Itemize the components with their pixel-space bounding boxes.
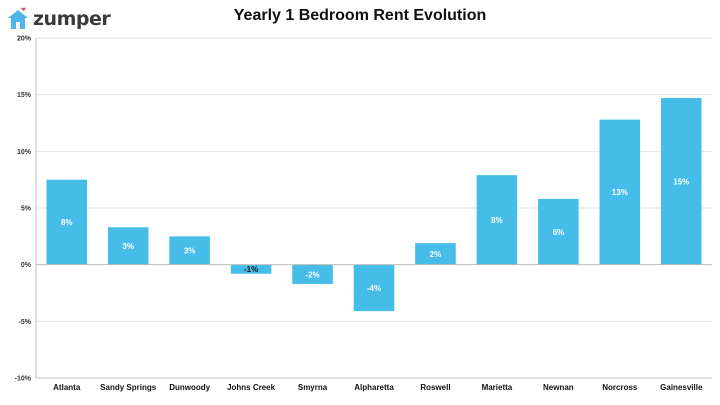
bar xyxy=(230,264,272,274)
data-label: -4% xyxy=(367,284,381,293)
y-tick-label: 0% xyxy=(21,262,32,269)
y-tick-label: -5% xyxy=(19,319,32,326)
y-tick-label: 5% xyxy=(21,206,32,213)
bar xyxy=(169,236,210,265)
bar xyxy=(107,227,149,265)
bar xyxy=(415,243,456,265)
data-label: -1% xyxy=(244,265,258,274)
category-label: Smyrna xyxy=(298,383,328,392)
data-label: -2% xyxy=(305,270,319,279)
y-tick-label: 15% xyxy=(17,92,32,99)
chart-title: Yearly 1 Bedroom Rent Evolution xyxy=(233,7,487,24)
category-label: Alpharetta xyxy=(354,383,394,392)
bar xyxy=(660,98,702,265)
data-label: 3% xyxy=(184,247,196,256)
data-label: 8% xyxy=(491,216,503,225)
bar xyxy=(599,119,641,265)
data-label: 6% xyxy=(553,228,565,237)
category-label: Norcross xyxy=(602,383,638,392)
category-label: Dunwoody xyxy=(169,383,210,392)
gridlines xyxy=(36,37,712,379)
data-label: 3% xyxy=(122,242,134,251)
labels: -10% -5% 0% 5% 10% 15% 20% 8% Atlanta 3% Sandy Spr… xyxy=(15,36,703,393)
data-label: 2% xyxy=(430,250,442,259)
house-heart-icon xyxy=(8,7,28,29)
data-label: 13% xyxy=(612,188,628,197)
bar xyxy=(46,179,88,265)
y-tick-label: -10% xyxy=(15,376,32,383)
bars xyxy=(46,98,702,312)
bar xyxy=(292,264,333,284)
category-label: Johns Creek xyxy=(227,383,276,392)
bar xyxy=(538,198,579,265)
bar xyxy=(476,175,518,265)
y-tick-label: 10% xyxy=(17,149,32,156)
zumper-logo: zumper xyxy=(6,4,111,34)
category-label: Marietta xyxy=(482,383,513,392)
category-label: Roswell xyxy=(420,383,450,392)
y-tick-label: 20% xyxy=(17,36,32,43)
logo-text: zumper xyxy=(33,8,111,30)
bar xyxy=(353,264,395,312)
category-label: Gainesville xyxy=(660,383,703,392)
data-label: 15% xyxy=(673,177,689,186)
axes xyxy=(35,38,712,379)
category-label: Atlanta xyxy=(53,383,81,392)
category-label: Newnan xyxy=(543,383,574,392)
data-label: 8% xyxy=(61,218,73,227)
category-label: Sandy Springs xyxy=(100,383,157,392)
